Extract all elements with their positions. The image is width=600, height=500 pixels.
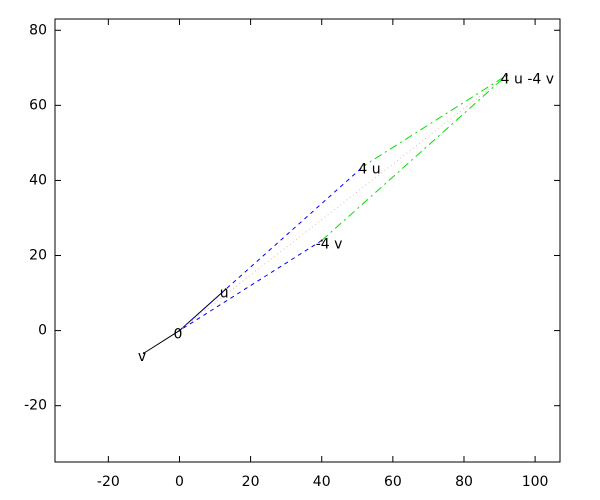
x-tick-label: 20 (242, 474, 260, 490)
y-tick-label: 20 (29, 248, 47, 264)
x-tick-label: 60 (384, 474, 402, 490)
y-tick-label: 60 (29, 97, 47, 113)
y-tick-label: 40 (29, 172, 47, 188)
x-tick-label: 40 (313, 474, 331, 490)
vector-line (143, 288, 227, 354)
point-label: -4 v (316, 237, 343, 253)
point (224, 288, 227, 291)
point-label: 4 u (358, 161, 380, 177)
point-label: 4 u -4 v (501, 71, 554, 87)
point (178, 329, 181, 332)
y-tick-label: 80 (29, 22, 47, 38)
point (363, 164, 366, 167)
x-tick-label: 80 (455, 474, 473, 490)
x-tick-label: -20 (97, 474, 120, 490)
point-label: u (220, 285, 229, 301)
y-tick-label: 0 (38, 323, 47, 339)
point (505, 74, 508, 77)
x-tick-label: 100 (522, 474, 549, 490)
point-label: 0 (173, 327, 182, 343)
x-tick-label: 0 (175, 474, 184, 490)
y-tick-label: -20 (24, 398, 47, 414)
point-label: v (138, 349, 146, 365)
vector-line (321, 74, 507, 241)
plot-frame (54, 18, 561, 463)
point (320, 239, 323, 242)
point (142, 352, 145, 355)
